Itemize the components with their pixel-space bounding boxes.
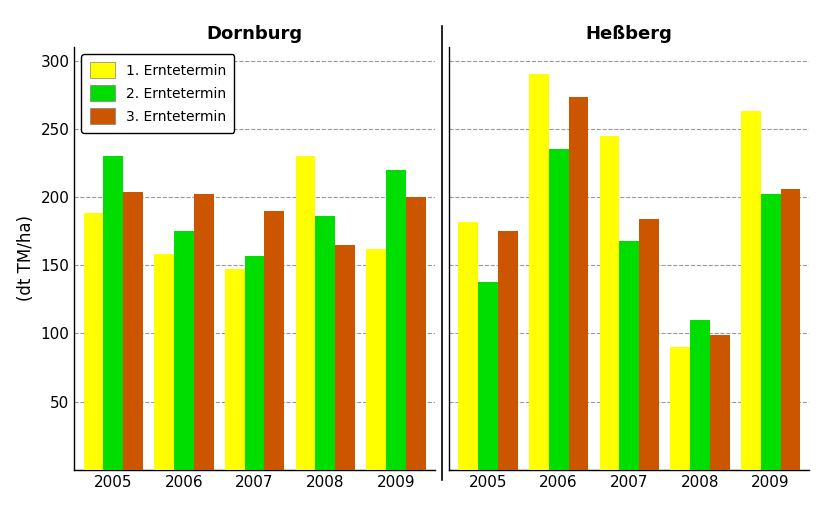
Title: Dornburg: Dornburg <box>206 25 302 43</box>
Bar <box>296 156 316 470</box>
Bar <box>264 211 284 470</box>
Bar <box>548 149 568 470</box>
Bar <box>781 189 800 470</box>
Bar <box>741 111 761 470</box>
Bar <box>710 335 729 470</box>
Bar <box>458 221 478 470</box>
Bar <box>154 254 174 470</box>
Bar <box>103 156 123 470</box>
Y-axis label: (dt TM/ha): (dt TM/ha) <box>17 216 35 301</box>
Bar <box>83 213 103 470</box>
Bar <box>335 245 355 470</box>
Bar <box>316 216 335 470</box>
Bar <box>194 194 214 470</box>
Bar <box>244 256 264 470</box>
Bar <box>478 281 498 470</box>
Bar <box>568 98 588 470</box>
Bar <box>123 192 143 470</box>
Bar <box>761 194 781 470</box>
Bar <box>690 320 710 470</box>
Bar <box>498 231 518 470</box>
Title: Heßberg: Heßberg <box>586 25 672 43</box>
Bar <box>620 241 639 470</box>
Bar <box>174 231 194 470</box>
Bar <box>639 219 659 470</box>
Legend: 1. Erntetermin, 2. Erntetermin, 3. Erntetermin: 1. Erntetermin, 2. Erntetermin, 3. Ernte… <box>81 54 235 133</box>
Bar <box>225 269 244 470</box>
Bar <box>670 347 690 470</box>
Bar <box>600 136 620 470</box>
Bar <box>366 249 386 470</box>
Bar <box>529 74 548 470</box>
Bar <box>406 197 425 470</box>
Bar <box>386 170 406 470</box>
